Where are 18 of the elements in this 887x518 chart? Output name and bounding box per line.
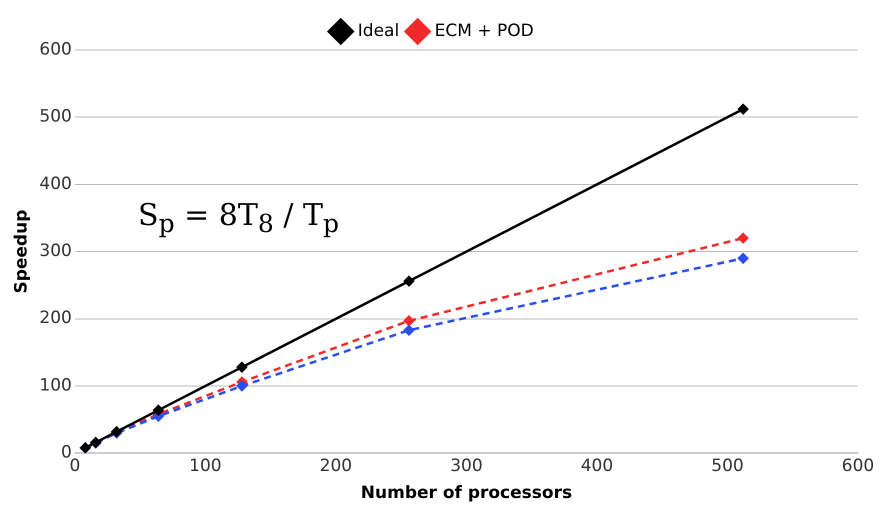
y-tick-label: 400 bbox=[39, 174, 72, 194]
annotation: S$_{p}$ = 8T$_{8}$ / T$_{p}$ bbox=[138, 198, 340, 238]
x-tick-label: 400 bbox=[580, 456, 614, 476]
y-tick-label: 300 bbox=[39, 241, 72, 262]
y-tick-label: 600 bbox=[39, 39, 72, 60]
legend-label: Ideal bbox=[358, 20, 400, 41]
y-tick-label: 100 bbox=[39, 375, 72, 396]
x-tick-label: 600 bbox=[842, 456, 874, 476]
x-tick-label: 200 bbox=[320, 456, 352, 476]
y-tick-label: 500 bbox=[39, 106, 72, 127]
y-axis-title: Speedup bbox=[12, 210, 32, 294]
x-tick-label: 100 bbox=[189, 456, 222, 476]
x-tick-label: 300 bbox=[450, 456, 483, 476]
y-tick-label: 0 bbox=[61, 442, 72, 463]
y-tick-label: 200 bbox=[39, 308, 72, 328]
x-tick-label: 500 bbox=[711, 456, 744, 476]
x-axis-title: Number of processors bbox=[360, 483, 572, 504]
legend-label: ECM + POD bbox=[434, 20, 534, 41]
